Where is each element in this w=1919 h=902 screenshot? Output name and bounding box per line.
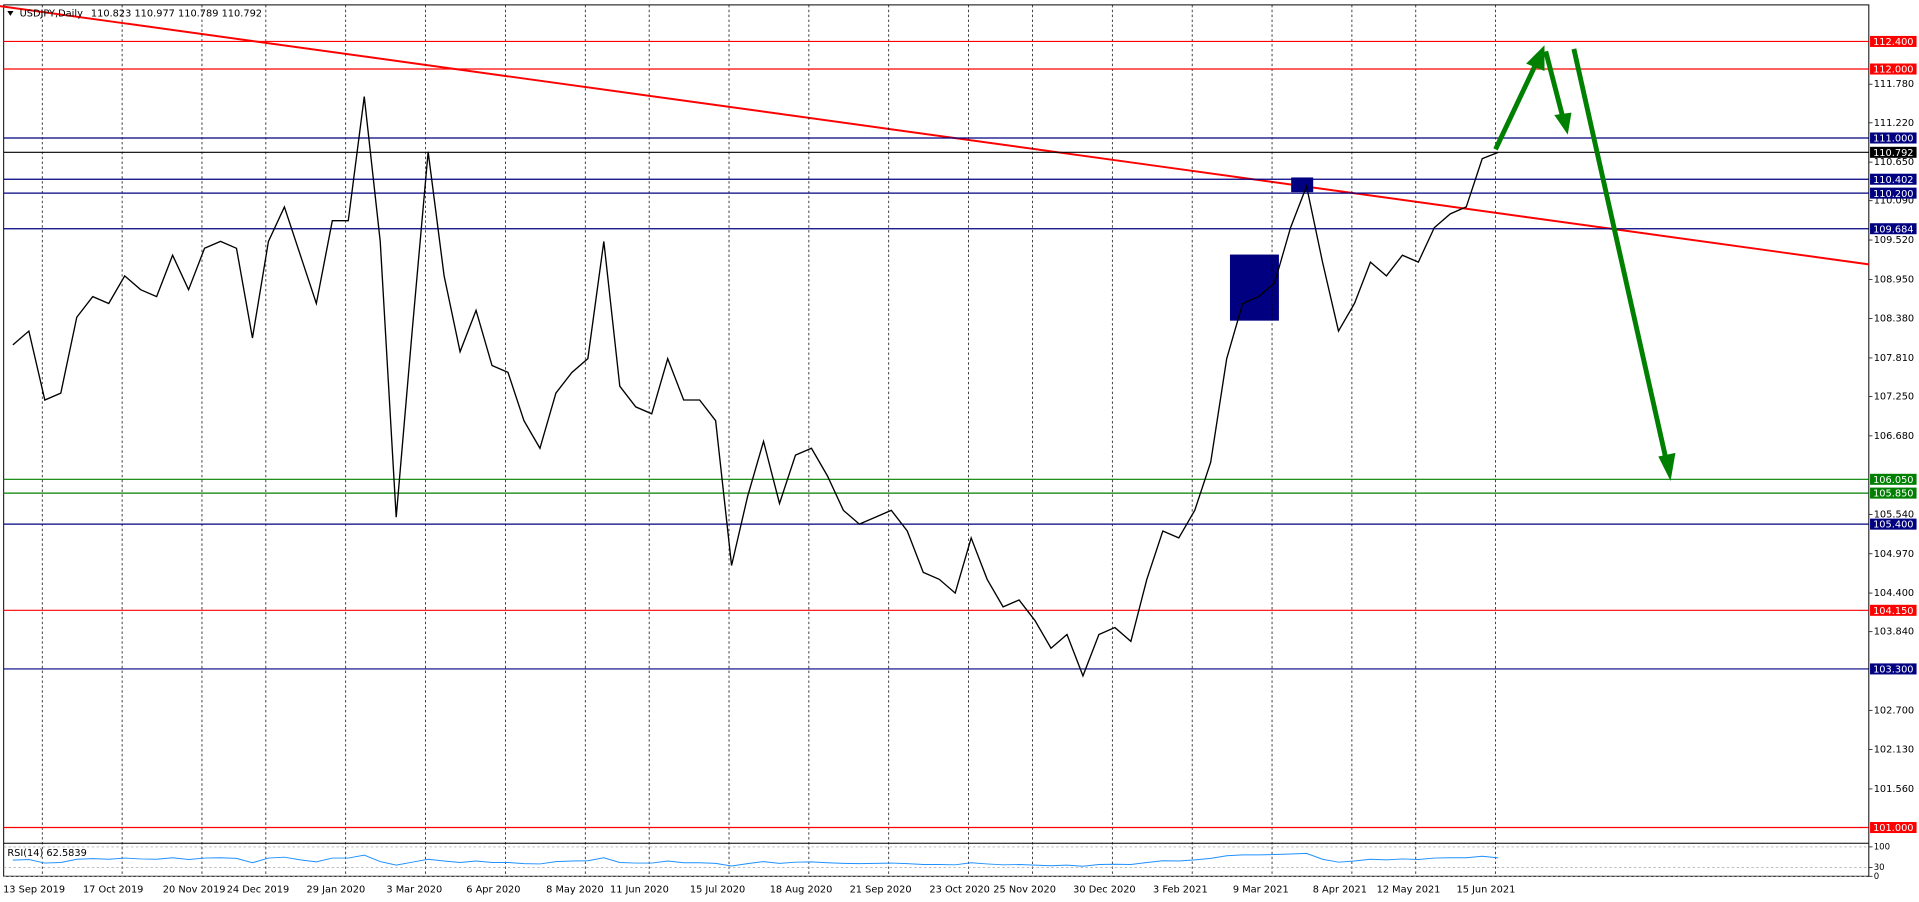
y-tick-label: 110.090 [1874, 196, 1914, 207]
y-tick-label: 102.700 [1874, 705, 1914, 716]
quote: 110.977 [134, 8, 174, 19]
x-tick-label: 6 Apr 2020 [466, 885, 520, 896]
y-tick-label: 109.520 [1874, 235, 1914, 246]
y-tick-label: 104.970 [1874, 549, 1914, 560]
level-label: 109.684 [1873, 224, 1913, 235]
x-tick-label: 12 May 2021 [1377, 885, 1441, 896]
level-label-box [1870, 473, 1917, 485]
arrow [1571, 48, 1669, 459]
level-label-box [1870, 604, 1917, 616]
x-tick-label: 17 Oct 2019 [83, 885, 143, 896]
rsi-line [12, 852, 1499, 867]
quote: 110.823 [91, 8, 131, 19]
symbol-title: USDJPY,Daily [20, 8, 84, 19]
x-tick-label: 20 Nov 2019 [163, 885, 226, 896]
arrow-head [1526, 45, 1545, 71]
level-label-box [1870, 487, 1917, 499]
y-tick-label: 103.840 [1874, 627, 1914, 638]
x-tick-label: 8 Apr 2021 [1313, 885, 1367, 896]
quote: 110.792 [222, 8, 262, 19]
menu-icon [7, 11, 14, 16]
x-tick-label: 23 Oct 2020 [929, 885, 989, 896]
level-label: 111.000 [1873, 134, 1913, 145]
x-tick-label: 15 Jul 2020 [690, 885, 745, 896]
chart-header: USDJPY,Daily 110.823 110.977 110.789 110… [20, 8, 262, 19]
x-tick-label: 21 Sep 2020 [850, 885, 912, 896]
x-tick-label: 24 Dec 2019 [227, 885, 290, 896]
level-label-box [1870, 173, 1917, 185]
rsi-tick-label: 30 [1874, 863, 1885, 873]
x-tick-label: 13 Sep 2019 [3, 885, 65, 896]
x-tick-label: 8 May 2020 [546, 885, 604, 896]
level-label: 103.300 [1873, 665, 1913, 676]
x-tick-label: 30 Dec 2020 [1073, 885, 1136, 896]
y-tick-label: 106.680 [1874, 431, 1914, 442]
level-label: 105.850 [1873, 489, 1913, 500]
x-tick-label: 9 Mar 2021 [1233, 885, 1289, 896]
level-label: 112.400 [1873, 37, 1913, 48]
zone-box [1229, 254, 1279, 321]
x-tick-label: 18 Aug 2020 [770, 885, 833, 896]
x-tick-label: 3 Mar 2020 [386, 885, 442, 896]
arrow [1493, 60, 1540, 151]
level-label-box [1870, 822, 1917, 834]
rsi-title: RSI(14) [7, 848, 43, 859]
y-tick-label: 110.650 [1874, 157, 1914, 168]
y-tick-label: 105.540 [1874, 509, 1914, 520]
arrow-head [1554, 112, 1572, 135]
level-label-box [1870, 187, 1917, 199]
quote: 110.789 [178, 8, 218, 19]
level-label-box [1870, 223, 1917, 235]
y-tick-label: 107.250 [1874, 392, 1914, 403]
level-label-box [1870, 518, 1917, 530]
rsi-header: RSI(14) 62.5839 [7, 848, 87, 859]
level-label: 101.000 [1873, 823, 1913, 834]
series-layer [3, 4, 1869, 877]
level-label-box [1870, 663, 1917, 675]
level-label-box [1870, 146, 1917, 158]
trend-line [0, 5, 1869, 266]
level-label: 106.050 [1873, 475, 1913, 486]
price-line [12, 96, 1499, 678]
y-tick-label: 102.130 [1874, 745, 1914, 756]
level-label: 110.792 [1873, 148, 1913, 159]
y-tick-label: 108.950 [1874, 274, 1914, 285]
x-tick-label: 25 Nov 2020 [993, 885, 1056, 896]
rsi-value: 62.5839 [46, 848, 86, 859]
plot-frame [3, 4, 1870, 877]
level-label: 105.400 [1873, 520, 1913, 531]
level-label: 110.402 [1873, 175, 1913, 186]
forecast-arrows [1493, 45, 1676, 481]
y-tick-label: 111.780 [1874, 79, 1914, 90]
x-tick-label: 11 Jun 2020 [610, 885, 669, 896]
y-tick-label: 101.560 [1874, 784, 1914, 795]
level-label: 112.000 [1873, 65, 1913, 76]
arrow [1543, 50, 1566, 119]
y-tick-label: 108.380 [1874, 314, 1914, 325]
level-label: 104.150 [1873, 606, 1913, 617]
y-tick-label: 104.400 [1874, 588, 1914, 599]
rsi-tick-label: 0 [1874, 872, 1879, 882]
level-label: 110.200 [1873, 189, 1913, 200]
y-tick-label: 107.810 [1874, 353, 1914, 364]
x-tick-label: 15 Jun 2021 [1456, 885, 1515, 896]
chart-body: USDJPY,Daily 110.823 110.977 110.789 110… [0, 4, 1917, 896]
level-label-box [1870, 132, 1917, 144]
x-tick-label: 29 Jan 2020 [307, 885, 366, 896]
level-label-box [1870, 63, 1917, 75]
arrow-head [1658, 452, 1676, 481]
level-label-box [1870, 35, 1917, 47]
rsi-tick-label: 100 [1874, 842, 1890, 852]
y-tick-label: 111.220 [1874, 118, 1914, 129]
x-tick-label: 3 Feb 2021 [1153, 885, 1208, 896]
